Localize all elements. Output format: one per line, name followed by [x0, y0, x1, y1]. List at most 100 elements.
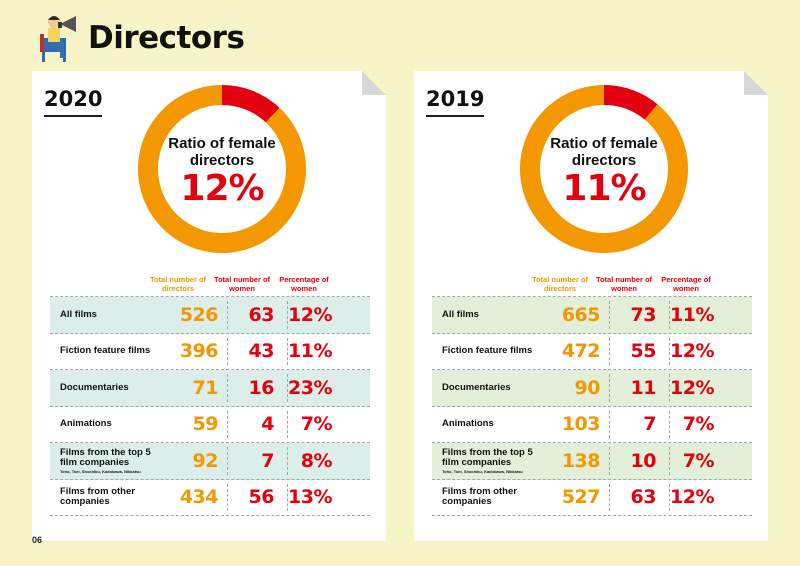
total-directors-value: 92: [192, 449, 219, 472]
panel-2020: 2020 Ratio of female directors 12% Total…: [32, 71, 386, 541]
column-divider: [609, 447, 610, 475]
column-divider: [227, 374, 228, 402]
total-women-value: 7: [261, 449, 274, 472]
donut-label: Ratio of female directors: [550, 135, 658, 169]
donut-value: 11%: [562, 168, 646, 209]
percentage-women-value: 12%: [670, 486, 714, 509]
table-row: Documentaries 71 16 23%: [50, 370, 370, 407]
table-row: All films 665 73 11%: [432, 297, 752, 334]
column-divider: [669, 447, 670, 475]
row-label: Films from the top 5 film companies Toho,…: [442, 443, 547, 479]
column-divider: [669, 483, 670, 511]
column-divider: [287, 374, 288, 402]
column-divider: [287, 301, 288, 329]
column-divider: [609, 483, 610, 511]
total-women-value: 43: [248, 340, 275, 363]
donut-value: 12%: [180, 168, 264, 209]
total-women-value: 56: [248, 486, 275, 509]
row-label-text: Fiction feature films: [60, 345, 151, 357]
column-headers: Total number of directors Total number o…: [32, 275, 386, 300]
total-women-value: 4: [261, 413, 274, 436]
column-divider: [609, 410, 610, 438]
panel-2019: 2019 Ratio of female directors 11% Total…: [414, 71, 768, 541]
row-label: Films from other companies: [60, 480, 165, 516]
page-number: 06: [32, 535, 43, 545]
table-row: Fiction feature films 396 43 11%: [50, 334, 370, 370]
percentage-women-value: 7%: [682, 449, 715, 472]
total-directors-value: 434: [179, 486, 219, 509]
row-label-text: Films from the top 5 film companies: [442, 446, 533, 468]
column-divider: [609, 337, 610, 365]
row-label-text: Animations: [60, 418, 112, 430]
row-label: Films from other companies: [442, 480, 547, 516]
column-divider: [287, 447, 288, 475]
total-directors-value: 71: [192, 376, 219, 399]
total-women-value: 7: [643, 413, 656, 436]
page-title: Directors: [88, 20, 245, 56]
total-directors-value: 472: [561, 340, 601, 363]
total-women-value: 73: [630, 303, 657, 326]
year-label: 2019: [426, 87, 485, 117]
director-megaphone-icon: [40, 16, 76, 62]
column-divider: [287, 483, 288, 511]
directors-table: All films 526 63 12% Fiction feature films 39…: [50, 296, 370, 516]
column-divider: [227, 483, 228, 511]
donut-slice-women: [222, 85, 280, 123]
page-fold-icon: [744, 71, 768, 95]
row-label: Animations: [60, 407, 165, 443]
year-label: 2020: [44, 87, 103, 117]
total-women-value: 11: [630, 376, 657, 399]
total-directors-value: 90: [574, 376, 601, 399]
column-divider: [287, 410, 288, 438]
col-total-women: Total number of women: [595, 275, 653, 293]
column-headers: Total number of directors Total number o…: [414, 275, 768, 300]
percentage-women-value: 11%: [288, 340, 332, 363]
column-divider: [227, 410, 228, 438]
total-directors-value: 138: [561, 449, 601, 472]
column-divider: [609, 374, 610, 402]
row-label: All films: [442, 297, 547, 333]
row-label-text: Fiction feature films: [442, 345, 533, 357]
column-divider: [609, 301, 610, 329]
row-label-note: Toho, Toei, Shochiku, Kadokawa, Nikkatsu: [60, 468, 141, 474]
row-label: Documentaries: [442, 370, 547, 406]
row-label-text: Documentaries: [60, 381, 129, 393]
table-row: Fiction feature films 472 55 12%: [432, 334, 752, 370]
col-total-directors: Total number of directors: [531, 275, 589, 293]
percentage-women-value: 12%: [670, 340, 714, 363]
total-directors-value: 396: [179, 340, 219, 363]
percentage-women-value: 12%: [670, 376, 714, 399]
table-row: Animations 59 4 7%: [50, 407, 370, 443]
donut-label: Ratio of female directors: [168, 135, 276, 169]
table-row: Films from other companies 434 56 13%: [50, 480, 370, 516]
row-label-text: Films from other companies: [442, 486, 517, 508]
total-women-value: 16: [248, 376, 275, 399]
column-divider: [227, 337, 228, 365]
col-total-directors: Total number of directors: [149, 275, 207, 293]
percentage-women-value: 13%: [288, 486, 332, 509]
column-divider: [669, 337, 670, 365]
percentage-women-value: 11%: [670, 303, 714, 326]
row-label: Films from the top 5 film companies Toho,…: [60, 443, 165, 479]
total-directors-value: 103: [561, 413, 601, 436]
directors-table: All films 665 73 11% Fiction feature films 47…: [432, 296, 752, 516]
table-row: Animations 103 7 7%: [432, 407, 752, 443]
female-ratio-donut: [520, 85, 688, 253]
table-row: Films from the top 5 film companies Toho,…: [432, 443, 752, 480]
percentage-women-value: 12%: [288, 303, 332, 326]
total-women-value: 10: [630, 449, 657, 472]
row-label-text: All films: [442, 308, 479, 320]
row-label-text: All films: [60, 308, 97, 320]
page-header: Directors: [36, 12, 245, 64]
column-divider: [227, 447, 228, 475]
total-women-value: 55: [630, 340, 657, 363]
table-row: Documentaries 90 11 12%: [432, 370, 752, 407]
column-divider: [287, 337, 288, 365]
percentage-women-value: 7%: [300, 413, 333, 436]
row-label: Animations: [442, 407, 547, 443]
table-row: All films 526 63 12%: [50, 297, 370, 334]
table-row: Films from other companies 527 63 12%: [432, 480, 752, 516]
row-label: Fiction feature films: [442, 334, 547, 370]
row-label-note: Toho, Toei, Shochiku, Kadokawa, Nikkatsu: [442, 468, 523, 474]
column-divider: [669, 374, 670, 402]
